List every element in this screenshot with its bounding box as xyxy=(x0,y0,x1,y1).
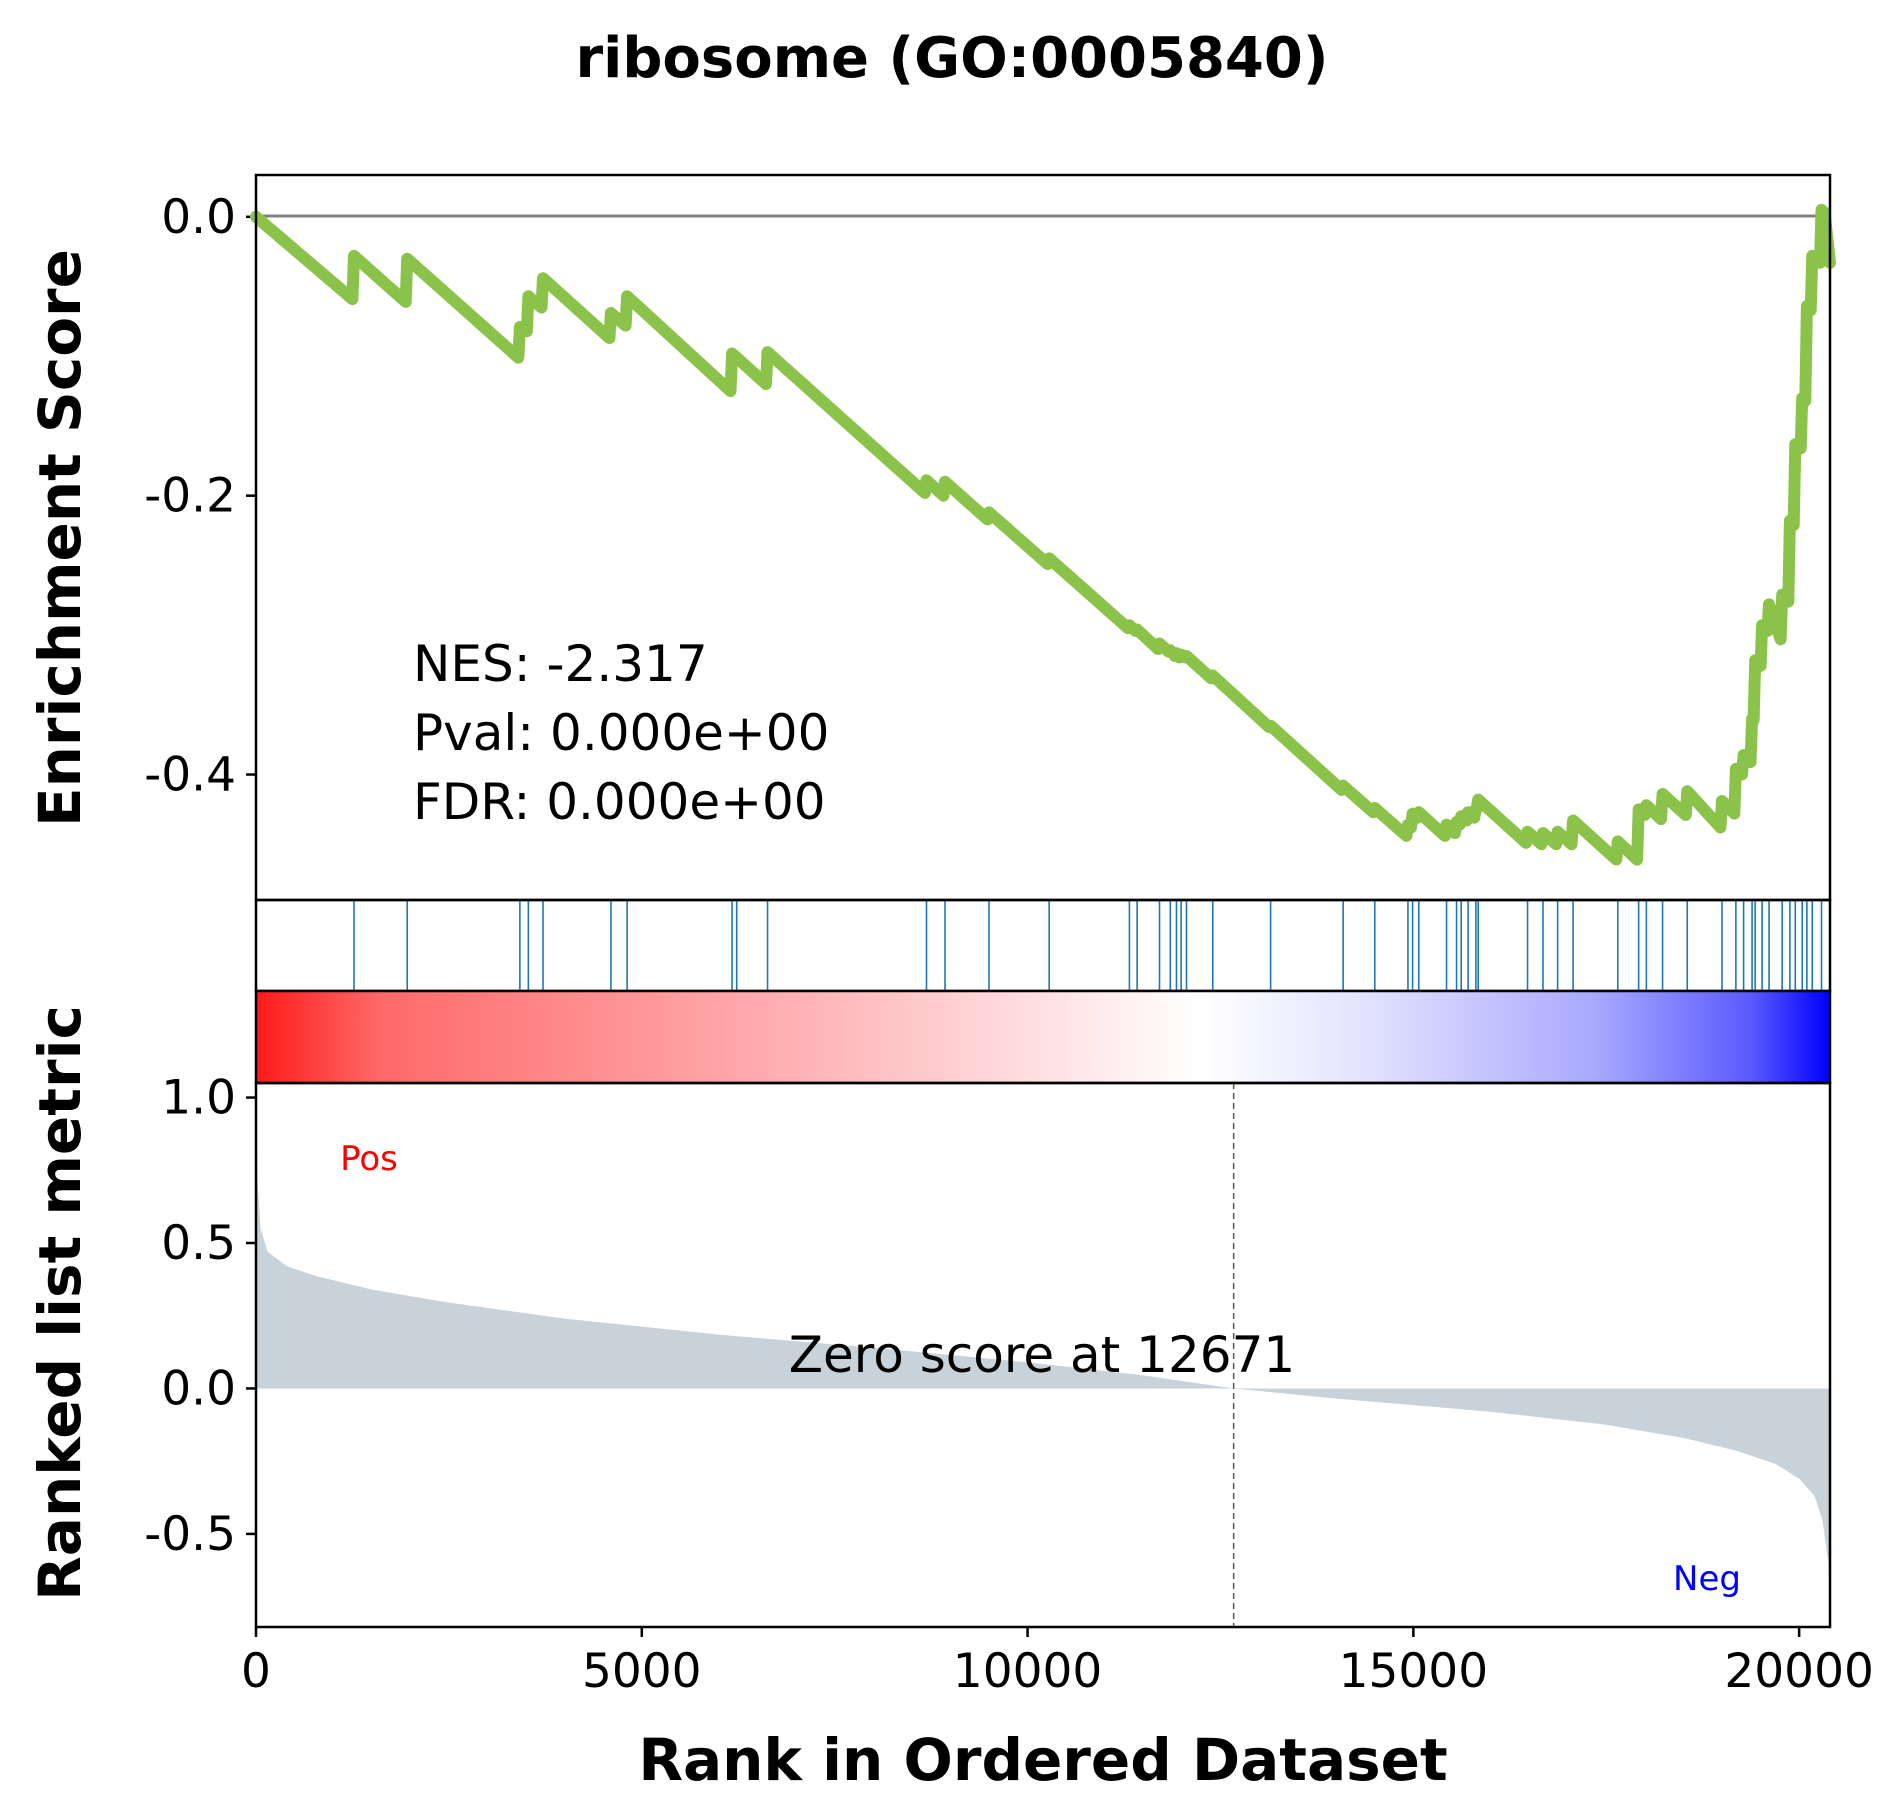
pos-label: Pos xyxy=(340,1139,398,1179)
es-y-ticks: 0.0 -0.2 -0.4 xyxy=(144,190,256,803)
enrichment-score-line xyxy=(250,203,1836,866)
nes-label: NES: -2.317 xyxy=(413,635,708,693)
es-tick-label: 0.0 xyxy=(161,190,236,245)
es-y-label: Enrichment Score xyxy=(26,249,94,827)
metric-y-label: Ranked list metric xyxy=(26,1005,94,1601)
gene-hit-markers xyxy=(353,900,1823,991)
neg-label: Neg xyxy=(1673,1559,1741,1599)
metric-tick-label: 0.5 xyxy=(161,1216,236,1271)
gene-hits-panel xyxy=(254,898,1832,993)
pval-label: Pval: 0.000e+00 xyxy=(413,704,829,762)
fdr-label: FDR: 0.000e+00 xyxy=(413,773,826,831)
ranked-metric-panel: Zero score at 12671 Pos Neg 1.0 0.5 0.0 -0.… xyxy=(26,1005,1832,1629)
metric-panel-frame xyxy=(254,1081,1832,1629)
metric-tick-label: 1.0 xyxy=(161,1071,236,1126)
metric-y-ticks: 1.0 0.5 0.0 -0.5 xyxy=(144,1071,256,1562)
chart-title: ribosome (GO:0005840) xyxy=(576,26,1329,91)
hits-panel-frame xyxy=(254,898,1832,993)
x-tick-label: 10000 xyxy=(953,1644,1103,1699)
enrichment-score-panel: 0.0-0.2-0.4 NES: -2.317 Pval: 0.000e+00 … xyxy=(26,173,1836,902)
x-tick-label: 15000 xyxy=(1339,1644,1489,1699)
x-tick-label: 0 xyxy=(241,1644,271,1699)
x-tick-label: 20000 xyxy=(1724,1644,1874,1699)
x-axis-label: Rank in Ordered Dataset xyxy=(638,1726,1447,1794)
es-tick-label: -0.4 xyxy=(144,748,236,803)
metric-tick-label: 0.0 xyxy=(161,1361,236,1416)
metric-tick-label: -0.5 xyxy=(144,1507,236,1562)
es-tick-label: -0.2 xyxy=(144,469,236,524)
x-tick-label: 5000 xyxy=(582,1644,702,1699)
ranked-metric-area xyxy=(256,1097,1830,1627)
rank-color-bar xyxy=(254,989,1832,1085)
x-axis-ticks: 0 5000 10000 15000 20000 xyxy=(241,1627,1874,1699)
zero-score-label: Zero score at 12671 xyxy=(789,1326,1295,1384)
